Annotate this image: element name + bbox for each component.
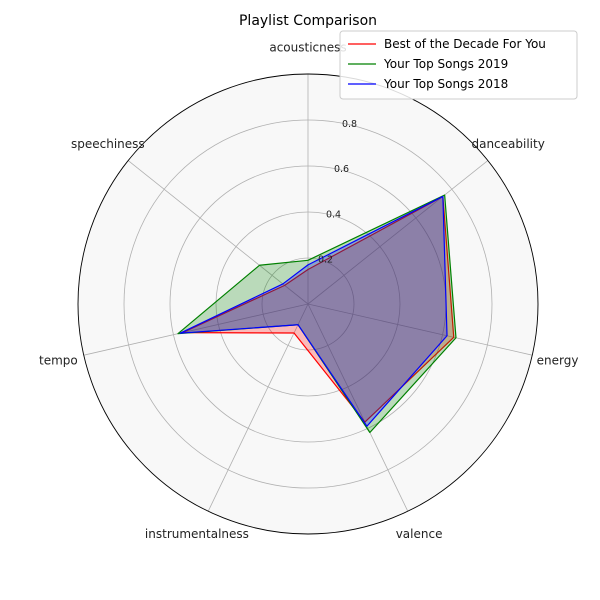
- grid-spoke: [307, 160, 489, 305]
- radial-tick-label: 0.8: [342, 119, 357, 130]
- axis-label-energy: energy: [537, 353, 579, 367]
- axis-label-danceability: danceability: [471, 137, 544, 151]
- legend: Best of the Decade For You Your Top Songs…: [339, 30, 578, 100]
- axis-label-instrumentalness: instrumentalness: [145, 527, 249, 541]
- legend-label: Best of the Decade For You: [384, 37, 546, 51]
- legend-label: Your Top Songs 2019: [383, 57, 508, 71]
- series-line-0: [181, 195, 455, 423]
- series-fill-2: [180, 196, 448, 427]
- axis-label-speechiness: speechiness: [71, 137, 145, 151]
- axis-label-acousticness: acousticness: [269, 41, 346, 55]
- plot-frame: [77, 73, 539, 535]
- plot-area: 0.2 0.4 0.6 0.8 acousticness danceability ener…: [39, 41, 578, 542]
- grid-spoke: [83, 303, 309, 356]
- axis-label-tempo: tempo: [39, 353, 78, 367]
- series-line-2: [179, 195, 448, 427]
- axis-label-valence: valence: [396, 527, 443, 541]
- legend-box: [339, 30, 578, 100]
- grid-spoke: [307, 303, 409, 512]
- grid-spoke: [127, 160, 309, 305]
- grid-spoke: [207, 303, 309, 512]
- chart-title: Playlist Comparison: [239, 13, 377, 29]
- radial-tick-label: 0.2: [318, 255, 333, 266]
- series-fill-0: [182, 196, 454, 423]
- series-fill-1: [177, 195, 456, 433]
- radial-tick-label: 0.4: [326, 209, 341, 220]
- legend-label: Your Top Songs 2018: [383, 77, 508, 91]
- radial-tick-label: 0.6: [334, 164, 349, 175]
- grid-spoke: [307, 303, 533, 356]
